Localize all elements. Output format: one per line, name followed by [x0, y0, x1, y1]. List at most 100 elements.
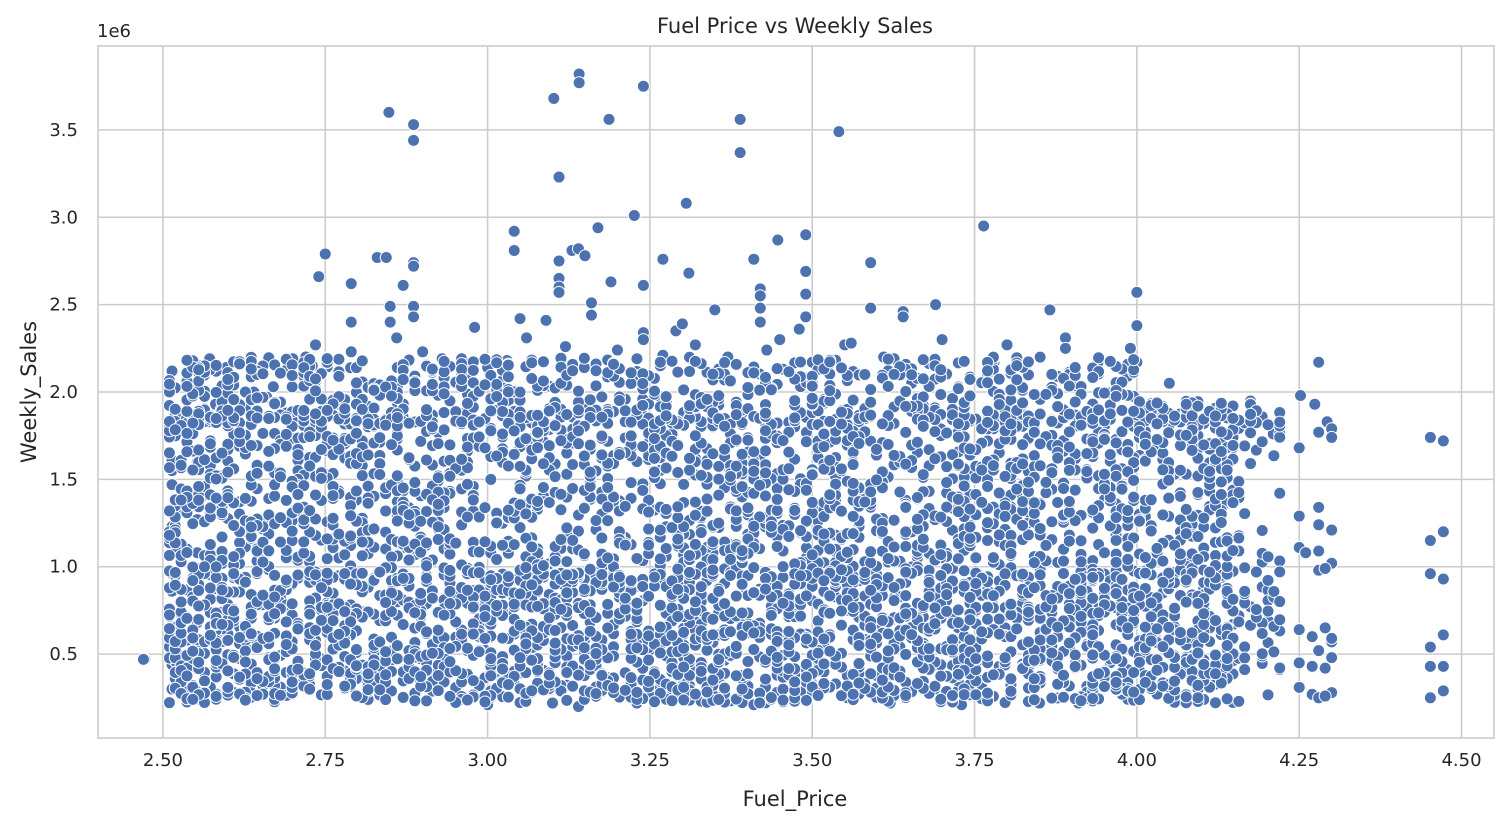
data-point	[1057, 566, 1071, 580]
data-point	[466, 674, 480, 688]
data-point	[700, 685, 714, 699]
data-point	[776, 693, 790, 707]
data-point	[203, 538, 217, 552]
data-point	[484, 652, 498, 666]
data-point	[431, 437, 445, 451]
data-point	[1068, 360, 1082, 374]
data-point	[268, 607, 282, 621]
data-point	[735, 606, 749, 620]
data-point	[1261, 573, 1275, 587]
data-point	[168, 566, 182, 580]
data-point	[1249, 602, 1263, 616]
data-point	[776, 434, 790, 448]
data-point	[390, 469, 404, 483]
data-point	[396, 617, 410, 631]
data-point	[799, 435, 813, 449]
data-point	[1312, 544, 1326, 558]
data-point	[642, 629, 656, 643]
data-point	[700, 504, 714, 518]
data-point	[718, 597, 732, 611]
data-point	[1197, 617, 1211, 631]
data-point	[636, 79, 650, 93]
data-point	[1191, 399, 1205, 413]
data-point	[560, 693, 574, 707]
data-point	[864, 637, 878, 651]
data-point	[320, 532, 334, 546]
data-point	[758, 444, 772, 458]
data-point	[922, 590, 936, 604]
data-point	[677, 477, 691, 491]
data-point	[384, 389, 398, 403]
data-point	[554, 503, 568, 517]
data-point	[484, 368, 498, 382]
data-point	[899, 539, 913, 553]
data-point	[1103, 447, 1117, 461]
data-point	[437, 406, 451, 420]
data-point	[1097, 432, 1111, 446]
data-point	[209, 411, 223, 425]
data-point	[934, 363, 948, 377]
data-point	[591, 221, 605, 235]
data-point	[834, 361, 848, 375]
data-point	[864, 621, 878, 635]
data-point	[1436, 434, 1450, 448]
data-point	[618, 683, 632, 697]
data-point	[478, 589, 492, 603]
data-point	[1150, 417, 1164, 431]
data-point	[981, 415, 995, 429]
data-point	[227, 550, 241, 564]
data-point	[636, 398, 650, 412]
data-point	[1185, 626, 1199, 640]
data-point	[285, 368, 299, 382]
data-point	[1299, 546, 1313, 560]
data-point	[665, 629, 679, 643]
data-point	[794, 609, 808, 623]
data-point	[758, 582, 772, 596]
data-point	[770, 492, 784, 506]
data-point	[723, 569, 737, 583]
data-point	[688, 687, 702, 701]
data-point	[799, 483, 813, 497]
data-point	[1191, 596, 1205, 610]
data-point	[852, 638, 866, 652]
data-point	[552, 285, 566, 299]
data-point	[320, 403, 334, 417]
data-point	[981, 480, 995, 494]
data-point	[1144, 524, 1158, 538]
data-point	[642, 589, 656, 603]
data-point	[642, 505, 656, 519]
data-point	[355, 549, 369, 563]
data-point	[905, 628, 919, 642]
data-point	[928, 679, 942, 693]
data-point	[1045, 367, 1059, 381]
data-point	[794, 355, 808, 369]
data-point	[531, 599, 545, 613]
data-point	[981, 533, 995, 547]
data-point	[490, 356, 504, 370]
data-point	[519, 507, 533, 521]
data-point	[414, 545, 428, 559]
data-point	[1016, 457, 1030, 471]
data-point	[624, 366, 638, 380]
data-point	[817, 440, 831, 454]
data-point	[1423, 430, 1437, 444]
data-point	[420, 559, 434, 573]
data-point	[361, 667, 375, 681]
data-point	[624, 415, 638, 429]
data-point	[916, 390, 930, 404]
data-point	[975, 463, 989, 477]
data-point	[233, 670, 247, 684]
data-point	[992, 372, 1006, 386]
data-point	[647, 465, 661, 479]
data-point	[741, 667, 755, 681]
data-point	[729, 433, 743, 447]
data-point	[1232, 615, 1246, 629]
data-point	[1057, 668, 1071, 682]
data-point	[671, 466, 685, 480]
data-point	[162, 608, 176, 622]
data-point	[799, 287, 813, 301]
data-point	[297, 513, 311, 527]
data-point	[1068, 483, 1082, 497]
data-point	[1086, 521, 1100, 535]
data-point	[186, 560, 200, 574]
